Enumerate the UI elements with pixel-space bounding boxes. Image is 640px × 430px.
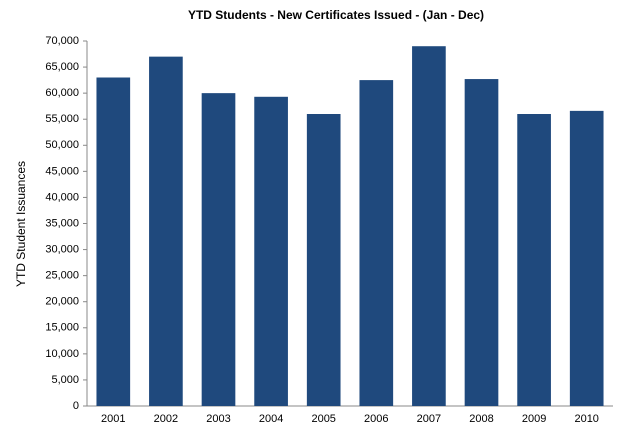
x-tick-label: 2001 — [101, 413, 125, 425]
bar — [254, 96, 288, 407]
y-tick-label: 60,000 — [45, 87, 79, 99]
chart-title: YTD Students - New Certificates Issued -… — [188, 8, 484, 22]
x-tick-label: 2004 — [259, 413, 283, 425]
y-tick-label: 25,000 — [45, 270, 79, 282]
y-tick-label: 5,000 — [51, 374, 79, 386]
x-tick-label: 2007 — [417, 413, 441, 425]
y-tick-label: 55,000 — [45, 113, 79, 125]
x-tick-label: 2005 — [311, 413, 335, 425]
x-tick-label: 2009 — [522, 413, 546, 425]
bar — [569, 110, 604, 406]
y-tick-label: 70,000 — [45, 35, 79, 47]
bar — [149, 56, 183, 407]
bar — [201, 93, 236, 407]
y-tick-label: 30,000 — [45, 243, 79, 255]
y-tick-label: 65,000 — [45, 61, 79, 73]
x-tick-label: 2002 — [154, 413, 178, 425]
x-tick-label: 2003 — [206, 413, 230, 425]
y-tick-label: 15,000 — [45, 322, 79, 334]
bar — [464, 79, 499, 407]
y-axis-label: YTD Student Issuances — [14, 161, 28, 287]
y-tick-label: 45,000 — [45, 165, 79, 177]
x-tick-label: 2008 — [469, 413, 493, 425]
x-tick-label: 2010 — [574, 413, 598, 425]
bar — [517, 114, 551, 406]
y-tick-label: 20,000 — [45, 296, 79, 308]
y-tick-label: 0 — [73, 400, 79, 412]
bar — [412, 46, 446, 406]
y-tick-label: 50,000 — [45, 139, 79, 151]
y-tick-label: 10,000 — [45, 348, 79, 360]
bar — [306, 114, 341, 406]
y-tick-label: 40,000 — [45, 191, 79, 203]
bar — [359, 80, 394, 406]
x-tick-label: 2006 — [364, 413, 388, 425]
y-tick-label: 35,000 — [45, 217, 79, 229]
bar — [96, 77, 131, 406]
